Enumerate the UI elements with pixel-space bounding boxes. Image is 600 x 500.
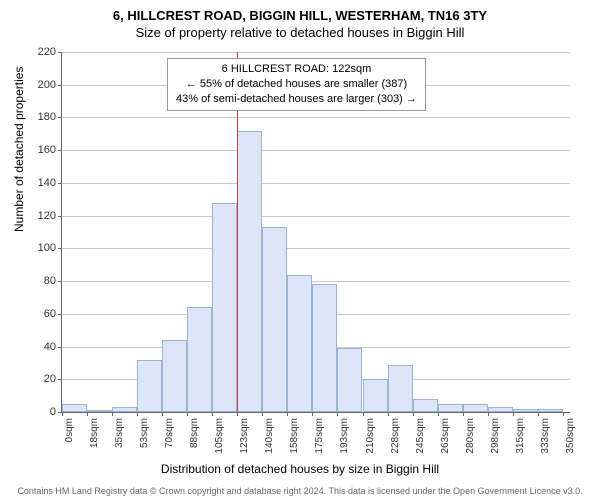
- xtick-label: 175sqm: [314, 418, 325, 454]
- histogram-bar: [162, 340, 187, 412]
- xtick-label: 245sqm: [415, 418, 426, 454]
- ytick-label: 20: [44, 373, 56, 385]
- histogram-bar: [413, 399, 438, 412]
- ytick-label: 120: [38, 210, 56, 222]
- grid-line: [62, 52, 570, 53]
- histogram-bar: [287, 275, 312, 412]
- x-axis-line: [62, 412, 570, 413]
- histogram-bar: [262, 227, 287, 412]
- histogram-bar: [363, 379, 388, 412]
- info-line-1: 6 HILLCREST ROAD: 122sqm: [176, 62, 417, 77]
- histogram-bar: [463, 404, 488, 412]
- ytick-label: 100: [38, 242, 56, 254]
- xtick-label: 158sqm: [289, 418, 300, 454]
- histogram-bar: [137, 360, 162, 412]
- ytick-label: 40: [44, 341, 56, 353]
- grid-line: [62, 248, 570, 249]
- histogram-bar: [187, 307, 212, 412]
- histogram-bar: [212, 203, 237, 412]
- info-box: 6 HILLCREST ROAD: 122sqm ← 55% of detach…: [167, 58, 426, 111]
- histogram-bar: [388, 365, 413, 412]
- y-axis-line: [61, 52, 62, 412]
- xtick-label: 140sqm: [264, 418, 275, 454]
- xtick-label: 123sqm: [239, 418, 250, 454]
- ytick-label: 160: [38, 144, 56, 156]
- histogram-bar: [337, 348, 362, 412]
- copyright-notice: Contains HM Land Registry data © Crown c…: [0, 486, 600, 496]
- ytick-label: 60: [44, 308, 56, 320]
- ytick-label: 80: [44, 275, 56, 287]
- grid-line: [62, 150, 570, 151]
- xtick-label: 333sqm: [540, 418, 551, 454]
- grid-line: [62, 117, 570, 118]
- xtick-label: 53sqm: [139, 418, 150, 448]
- chart-title-sub: Size of property relative to detached ho…: [0, 23, 600, 40]
- xtick-label: 88sqm: [189, 418, 200, 448]
- ytick-label: 140: [38, 177, 56, 189]
- xtick-label: 228sqm: [390, 418, 401, 454]
- histogram-bar: [237, 131, 262, 412]
- grid-line: [62, 183, 570, 184]
- histogram-bar: [438, 404, 463, 412]
- grid-line: [62, 216, 570, 217]
- xtick-label: 18sqm: [89, 418, 100, 448]
- xtick-label: 35sqm: [114, 418, 125, 448]
- xtick-label: 280sqm: [465, 418, 476, 454]
- ytick-label: 220: [38, 46, 56, 58]
- xtick-label: 315sqm: [515, 418, 526, 454]
- grid-line: [62, 281, 570, 282]
- x-axis-label: Distribution of detached houses by size …: [0, 462, 600, 476]
- xtick-label: 0sqm: [64, 418, 75, 442]
- ytick-label: 180: [38, 111, 56, 123]
- chart-container: 6, HILLCREST ROAD, BIGGIN HILL, WESTERHA…: [0, 0, 600, 500]
- xtick-label: 193sqm: [339, 418, 350, 454]
- histogram-bar: [62, 404, 87, 412]
- ytick-label: 0: [50, 406, 56, 418]
- histogram-bar: [312, 284, 337, 412]
- xtick-label: 105sqm: [214, 418, 225, 454]
- info-line-2: ← 55% of detached houses are smaller (38…: [176, 77, 417, 92]
- xtick-label: 210sqm: [365, 418, 376, 454]
- xtick-label: 350sqm: [565, 418, 576, 454]
- y-axis-label: Number of detached properties: [12, 67, 26, 232]
- plot-area: 0204060801001201401601802002200sqm18sqm3…: [62, 52, 570, 412]
- xtick-label: 298sqm: [490, 418, 501, 454]
- ytick-label: 200: [38, 79, 56, 91]
- xtick-label: 70sqm: [164, 418, 175, 448]
- info-line-3: 43% of semi-detached houses are larger (…: [176, 92, 417, 107]
- chart-title-main: 6, HILLCREST ROAD, BIGGIN HILL, WESTERHA…: [0, 0, 600, 23]
- xtick-label: 263sqm: [440, 418, 451, 454]
